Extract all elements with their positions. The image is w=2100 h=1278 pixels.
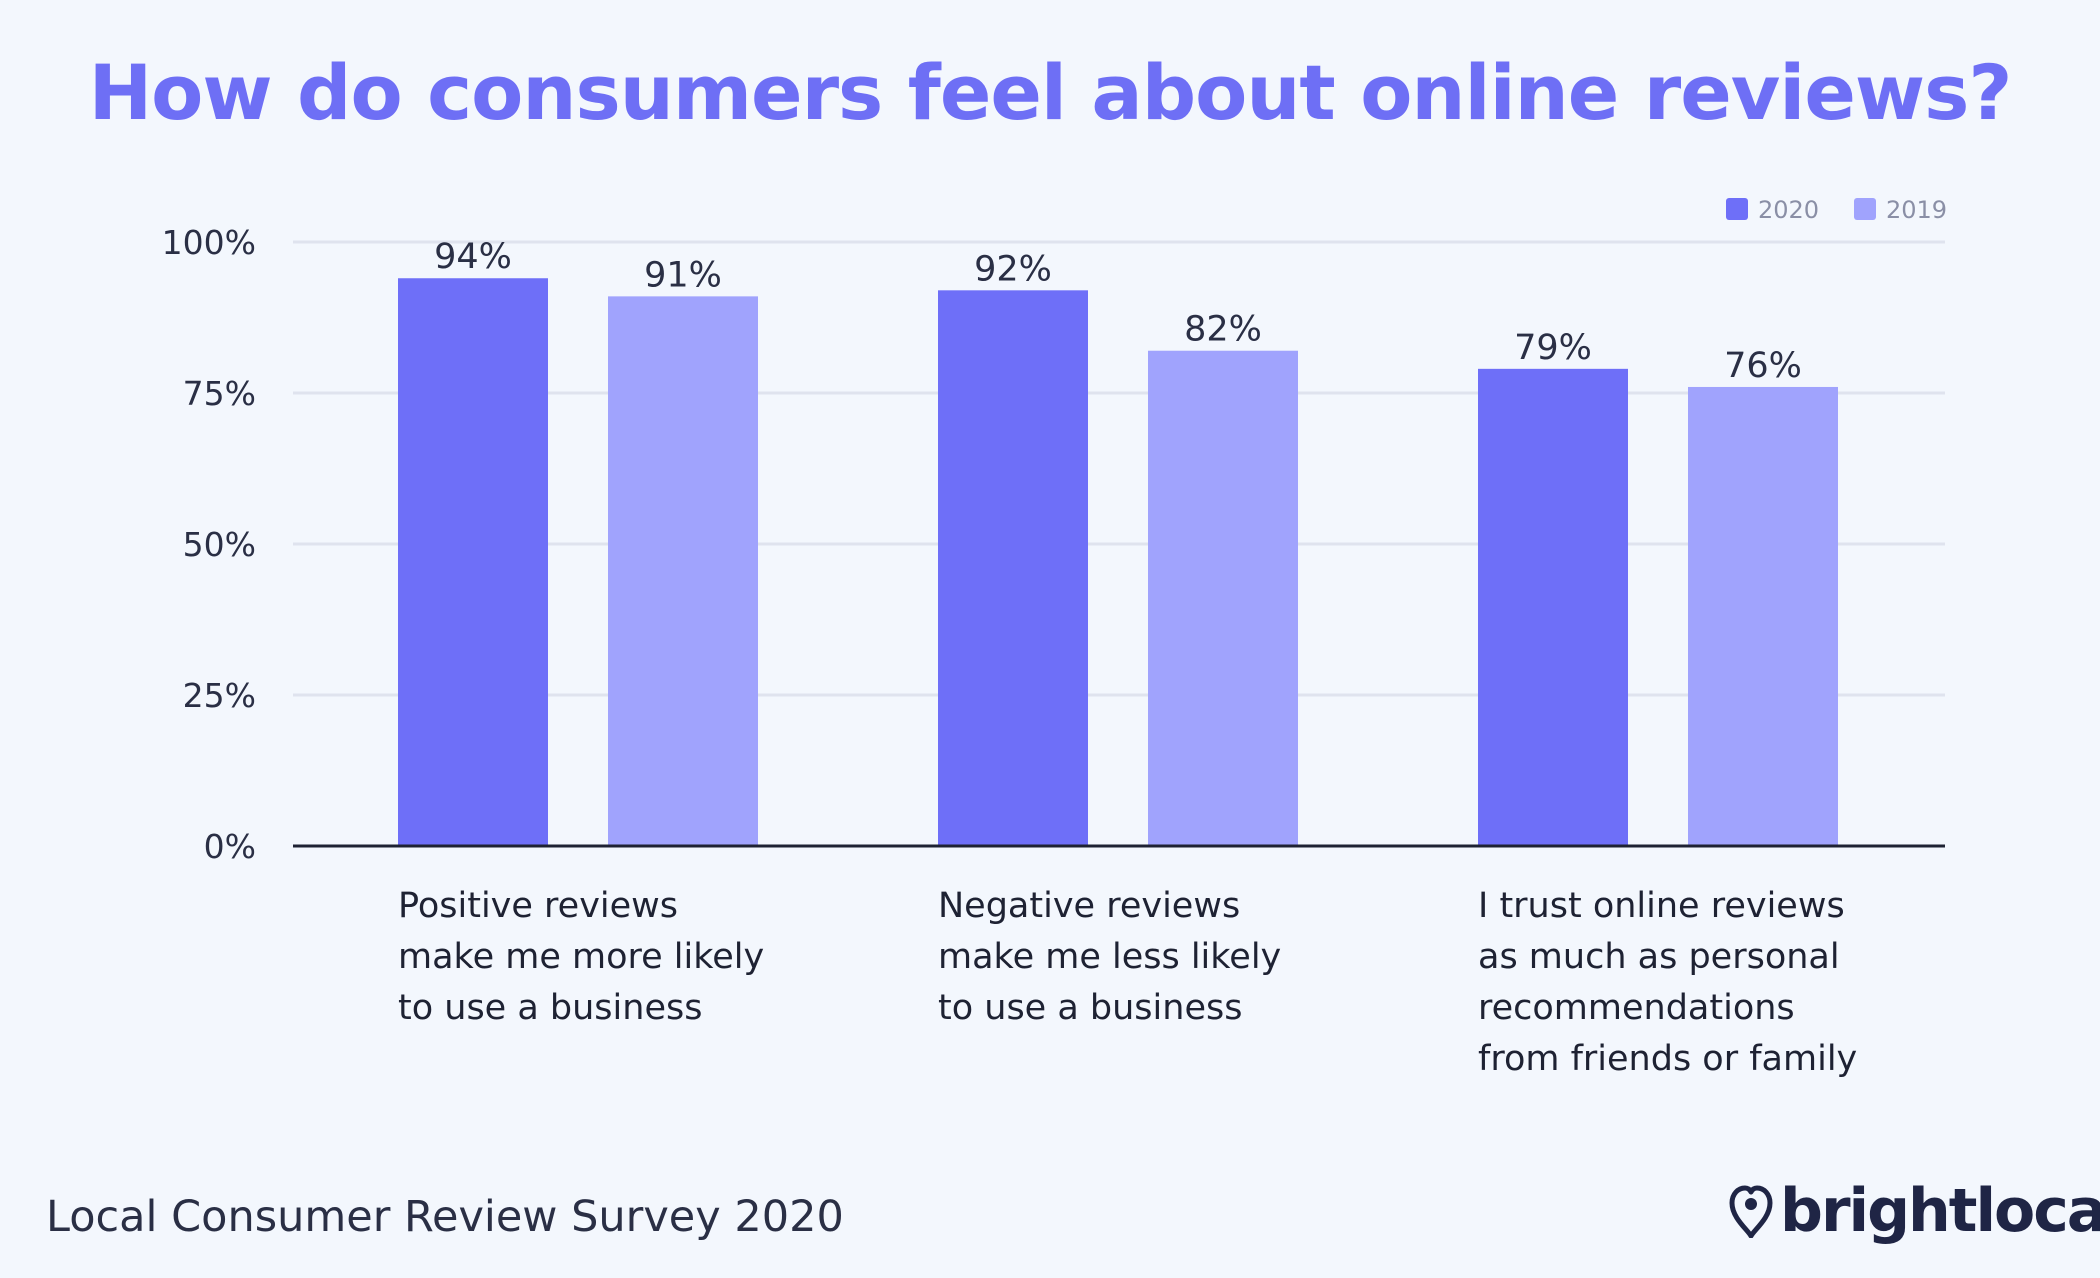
category-labels: Positive reviews make me more likely to us… <box>398 886 1857 1079</box>
y-axis-ticks: 0% 25% 50% 75% 100% <box>162 223 256 866</box>
category-label: from friends or family <box>1478 1039 1857 1079</box>
bars <box>398 278 1838 846</box>
value-label-2019-3: 76% <box>1724 346 1802 386</box>
gridlines <box>293 240 1945 697</box>
bar-2019-3 <box>1688 386 1838 846</box>
survey-footer: Local Consumer Review Survey 2020 <box>46 1192 844 1242</box>
brand-name: brightlocal <box>1780 1176 2100 1246</box>
value-label-2020-1: 94% <box>434 237 512 277</box>
value-labels: 94% 91% 92% 82% 79% 76% <box>434 237 1802 386</box>
legend-swatch-2020 <box>1726 198 1748 220</box>
category-label: make me more likely <box>398 937 764 977</box>
category-label: Negative reviews <box>938 886 1240 926</box>
heart-pin-icon <box>1729 1185 1773 1238</box>
value-label-2019-2: 82% <box>1184 310 1262 350</box>
brand-logo: brightlocal <box>1728 1176 2100 1246</box>
legend-label-2020: 2020 <box>1758 196 1819 224</box>
value-label-2019-1: 91% <box>644 255 722 295</box>
category-label: Positive reviews <box>398 886 678 926</box>
y-tick-label: 50% <box>183 525 256 564</box>
bar-2019-2 <box>1148 350 1298 846</box>
category-label: recommendations <box>1478 988 1795 1028</box>
y-tick-label: 25% <box>183 676 256 715</box>
bar-2019-1 <box>608 296 758 846</box>
category-label: to use a business <box>938 988 1242 1028</box>
chart-title: How do consumers feel about online revie… <box>88 48 2013 137</box>
y-tick-label: 100% <box>162 223 256 262</box>
category-label: as much as personal <box>1478 937 1840 977</box>
bar-2020-3 <box>1478 368 1628 846</box>
category-label: make me less likely <box>938 937 1281 977</box>
bar-chart: 0% 25% 50% 75% 100% 94% 91% 92% 82% 79% 76% Posit… <box>162 196 1947 1079</box>
bar-2020-1 <box>398 278 548 846</box>
bar-2020-2 <box>938 290 1088 846</box>
category-label: I trust online reviews <box>1478 886 1845 926</box>
category-label: to use a business <box>398 988 702 1028</box>
legend-label-2019: 2019 <box>1886 196 1947 224</box>
legend-swatch-2019 <box>1854 198 1876 220</box>
value-label-2020-2: 92% <box>974 249 1052 289</box>
legend: 2020 2019 <box>1726 196 1947 224</box>
value-label-2020-3: 79% <box>1514 328 1592 368</box>
y-tick-label: 75% <box>183 374 256 413</box>
y-tick-label: 0% <box>204 827 256 866</box>
